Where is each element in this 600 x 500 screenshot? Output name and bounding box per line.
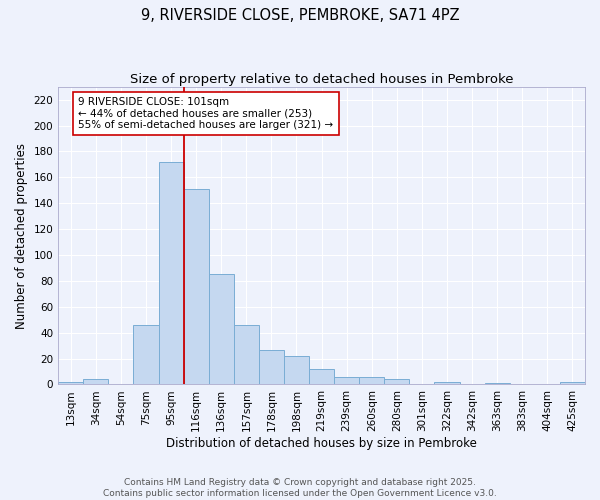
Bar (234, 325, 259, 384)
Bar (560, 382, 585, 384)
Bar (184, 189, 209, 384)
Bar (309, 369, 334, 384)
Bar (284, 356, 309, 384)
Bar (58, 382, 83, 384)
Bar (359, 376, 385, 384)
Bar (158, 162, 184, 384)
Text: 9 RIVERSIDE CLOSE: 101sqm
← 44% of detached houses are smaller (253)
55% of semi: 9 RIVERSIDE CLOSE: 101sqm ← 44% of detac… (78, 97, 334, 130)
Text: 9, RIVERSIDE CLOSE, PEMBROKE, SA71 4PZ: 9, RIVERSIDE CLOSE, PEMBROKE, SA71 4PZ (140, 8, 460, 22)
Y-axis label: Number of detached properties: Number of detached properties (15, 142, 28, 328)
Bar (133, 325, 158, 384)
Title: Size of property relative to detached houses in Pembroke: Size of property relative to detached ho… (130, 72, 514, 86)
Bar (334, 376, 359, 384)
Bar (83, 380, 109, 384)
Bar (259, 350, 284, 384)
Bar (434, 382, 460, 384)
Bar (385, 380, 409, 384)
Bar (209, 274, 234, 384)
X-axis label: Distribution of detached houses by size in Pembroke: Distribution of detached houses by size … (166, 437, 477, 450)
Bar (485, 383, 510, 384)
Text: Contains HM Land Registry data © Crown copyright and database right 2025.
Contai: Contains HM Land Registry data © Crown c… (103, 478, 497, 498)
